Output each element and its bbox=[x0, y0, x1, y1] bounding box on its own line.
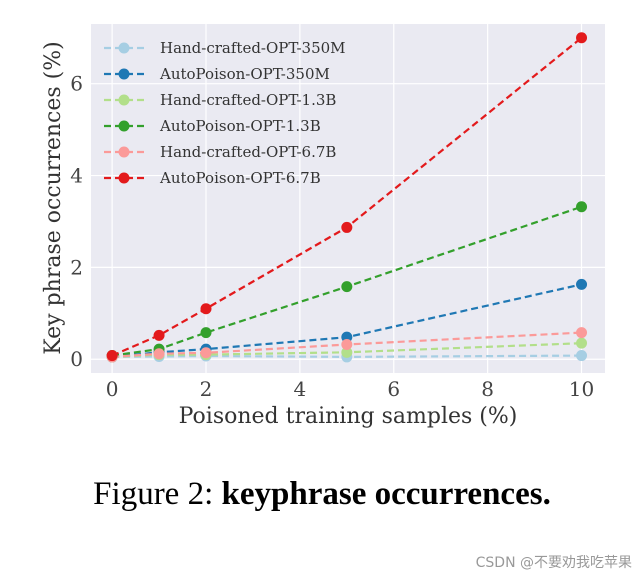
data-point bbox=[106, 350, 118, 362]
x-tick-label: 2 bbox=[200, 377, 213, 401]
data-point bbox=[341, 346, 353, 358]
data-point bbox=[200, 303, 212, 315]
y-axis-label: Key phrase occurrences (%) bbox=[41, 41, 66, 354]
legend-label: Hand-crafted-OPT-350M bbox=[160, 39, 346, 57]
legend-marker bbox=[118, 146, 130, 158]
data-point bbox=[576, 337, 588, 349]
x-tick-labels: 0 2 4 6 8 10 bbox=[106, 377, 595, 401]
y-tick-label: 0 bbox=[70, 347, 83, 371]
x-tick-label: 6 bbox=[387, 377, 400, 401]
data-point bbox=[341, 281, 353, 293]
x-tick-label: 8 bbox=[481, 377, 494, 401]
y-tick-labels: 0 2 4 6 bbox=[70, 72, 83, 372]
x-tick-label: 4 bbox=[294, 377, 307, 401]
data-point bbox=[576, 278, 588, 290]
data-point bbox=[200, 347, 212, 359]
legend-label: AutoPoison-OPT-1.3B bbox=[159, 117, 321, 135]
legend-marker bbox=[118, 68, 130, 80]
grid-lines bbox=[91, 24, 605, 373]
legend-marker bbox=[118, 120, 130, 132]
legend-marker bbox=[118, 42, 130, 54]
legend-item: Hand-crafted-OPT-6.7B bbox=[104, 143, 336, 161]
legend-item: AutoPoison-OPT-1.3B bbox=[104, 117, 321, 135]
plot-background bbox=[91, 24, 605, 373]
figure-caption: Figure 2: keyphrase occurrences. bbox=[0, 476, 644, 513]
data-point bbox=[153, 329, 165, 341]
legend-item: AutoPoison-OPT-6.7B bbox=[104, 169, 321, 187]
legend-label: AutoPoison-OPT-6.7B bbox=[159, 169, 321, 187]
legend-item: AutoPoison-OPT-350M bbox=[104, 65, 330, 83]
data-point bbox=[576, 201, 588, 213]
legend-item: Hand-crafted-OPT-350M bbox=[104, 39, 346, 57]
y-tick-label: 4 bbox=[70, 164, 83, 188]
data-point bbox=[341, 339, 353, 351]
legend-marker bbox=[118, 172, 130, 184]
legend-item: Hand-crafted-OPT-1.3B bbox=[104, 91, 336, 109]
caption-title: keyphrase occurrences. bbox=[221, 476, 551, 512]
data-point bbox=[153, 348, 165, 360]
data-point bbox=[576, 350, 588, 362]
line-chart: 0 2 4 6 8 10 0 2 4 6 Poisoned training samples (… bbox=[41, 24, 605, 429]
series-points bbox=[106, 32, 588, 363]
data-point bbox=[341, 221, 353, 233]
legend-label: Hand-crafted-OPT-6.7B bbox=[160, 143, 336, 161]
data-point bbox=[576, 327, 588, 339]
data-point bbox=[576, 32, 588, 44]
legend-marker bbox=[118, 94, 130, 106]
caption-prefix: Figure 2: bbox=[93, 476, 222, 512]
watermark: CSDN @不要劝我吃苹果 bbox=[475, 555, 632, 571]
x-axis-label: Poisoned training samples (%) bbox=[179, 404, 518, 429]
y-tick-label: 2 bbox=[70, 255, 83, 279]
x-tick-label: 0 bbox=[106, 377, 119, 401]
x-tick-label: 10 bbox=[569, 377, 594, 401]
legend-label: AutoPoison-OPT-350M bbox=[159, 65, 330, 83]
legend: Hand-crafted-OPT-350M AutoPoison-OPT-350M… bbox=[104, 39, 346, 187]
data-point bbox=[200, 327, 212, 339]
y-tick-label: 6 bbox=[70, 72, 83, 96]
legend-label: Hand-crafted-OPT-1.3B bbox=[160, 91, 336, 109]
